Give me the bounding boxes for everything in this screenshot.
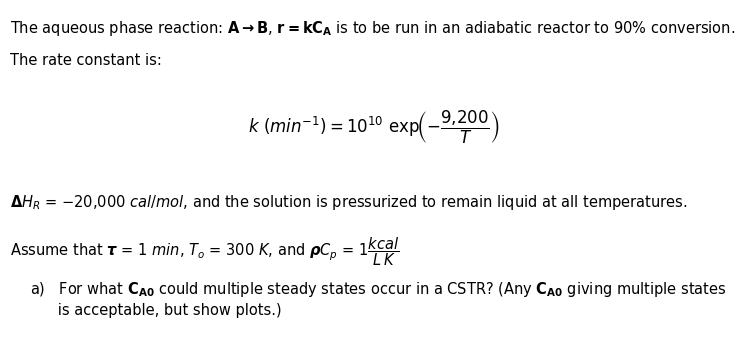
Text: Assume that $\boldsymbol{\tau}$ = 1 $\mathit{min}$, $\boldsymbol{T_o}$ = 300 $\m: Assume that $\boldsymbol{\tau}$ = 1 $\ma… <box>10 236 399 268</box>
Text: is acceptable, but show plots.): is acceptable, but show plots.) <box>30 303 281 318</box>
Text: $\boldsymbol{\Delta H_R}$ = $-$20,000 $\mathit{cal/mol}$, and the solution is pr: $\boldsymbol{\Delta H_R}$ = $-$20,000 $\… <box>10 193 687 212</box>
Text: The aqueous phase reaction: $\mathbf{A\rightarrow B}$, $\mathbf{r = kC_A}$ is to: The aqueous phase reaction: $\mathbf{A\r… <box>10 19 735 38</box>
Text: a)   For what $\mathbf{C_{A0}}$ could multiple steady states occur in a CSTR? (A: a) For what $\mathbf{C_{A0}}$ could mult… <box>30 280 726 299</box>
Text: The rate constant is:: The rate constant is: <box>10 53 162 67</box>
Text: $k\ (min^{-1}) = 10^{10}\ \mathrm{exp}\!\left(-\dfrac{9{,}200}{T}\right)$: $k\ (min^{-1}) = 10^{10}\ \mathrm{exp}\!… <box>248 108 500 146</box>
